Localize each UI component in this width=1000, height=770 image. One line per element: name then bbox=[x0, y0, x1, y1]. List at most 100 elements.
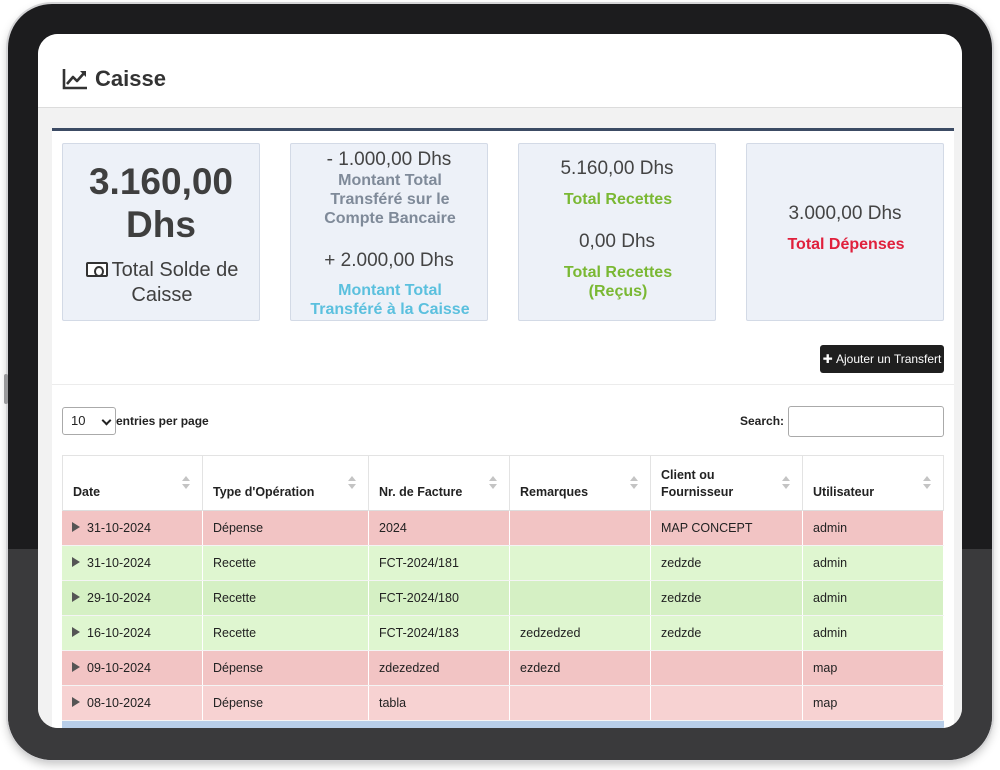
operations-table: Date Type d'Opération Nr. de Facture Rem… bbox=[62, 455, 944, 728]
column-header-client[interactable]: Client ou Fournisseur bbox=[651, 456, 803, 512]
column-label: Nr. de Facture bbox=[379, 485, 463, 499]
cell-type: Dépense bbox=[203, 686, 369, 720]
cell-user: map bbox=[803, 651, 944, 685]
stat-depenses: 3.000,00 Dhs Total Dépenses bbox=[746, 143, 944, 321]
sort-icon bbox=[348, 476, 356, 490]
expand-caret-icon[interactable] bbox=[72, 627, 80, 637]
to-cash-amount: + 2.000,00 Dhs bbox=[324, 250, 454, 271]
cell-date: 08-10-2024 bbox=[62, 686, 203, 720]
table-row[interactable]: 16-10-2024 Recette FCT-2024/183 zedzedze… bbox=[62, 616, 944, 651]
table-row[interactable]: 31-10-2024 Dépense 2024 MAP CONCEPT admi… bbox=[62, 511, 944, 546]
expand-caret-icon[interactable] bbox=[72, 557, 80, 567]
cell-facture: zdezedzed bbox=[369, 651, 510, 685]
table-row[interactable]: 09-10-2024 Dépense zdezedzed ezdezd map bbox=[62, 651, 944, 686]
table-row[interactable]: 08-10-2024 Dépense tabla map bbox=[62, 686, 944, 721]
table-row[interactable]: 29-10-2024 Recette FCT-2024/180 zedzde a… bbox=[62, 581, 944, 616]
column-label: Utilisateur bbox=[813, 485, 875, 499]
search-input[interactable] bbox=[788, 406, 944, 437]
cell-client bbox=[651, 651, 803, 685]
cell-type: Recette bbox=[203, 616, 369, 650]
column-header-facture[interactable]: Nr. de Facture bbox=[369, 456, 510, 512]
date-text: 31-10-2024 bbox=[87, 556, 151, 570]
date-text: 08-10-2024 bbox=[87, 696, 151, 710]
cell-facture: tabla bbox=[369, 686, 510, 720]
cell-facture: FCT-2024/183 bbox=[369, 616, 510, 650]
cell-remarques: ezdezd bbox=[510, 651, 651, 685]
expand-caret-icon[interactable] bbox=[72, 522, 80, 532]
cell-date: 16-10-2024 bbox=[62, 616, 203, 650]
cell-user: admin bbox=[803, 616, 944, 650]
cell-type: Recette bbox=[203, 581, 369, 615]
caisse-card: 3.160,00 Dhs Total Solde de Caisse - 1.0… bbox=[52, 128, 954, 728]
cell-date: 09-10-2024 bbox=[62, 651, 203, 685]
solde-label-wrap: Total Solde de Caisse bbox=[73, 258, 251, 308]
cell-date: 31-10-2024 bbox=[62, 511, 203, 545]
expand-caret-icon[interactable] bbox=[72, 697, 80, 707]
line-chart-icon bbox=[62, 69, 87, 90]
cell-client: zedzde bbox=[651, 546, 803, 580]
cell-facture: FCT-2024/181 bbox=[369, 546, 510, 580]
recettes-label: Total Recettes bbox=[563, 191, 673, 208]
entries-value: 10 bbox=[71, 413, 86, 428]
add-transfer-label: Ajouter un Transfert bbox=[836, 352, 942, 366]
top-bar: Caisse bbox=[38, 34, 962, 108]
expand-caret-icon[interactable] bbox=[72, 662, 80, 672]
solde-label: Total Solde de Caisse bbox=[111, 259, 239, 306]
cell-remarques bbox=[510, 686, 651, 720]
cell-user: admin bbox=[803, 511, 944, 545]
sort-icon bbox=[782, 476, 790, 490]
cell-client bbox=[651, 686, 803, 720]
column-header-remarques[interactable]: Remarques bbox=[510, 456, 651, 512]
cell-facture: 2024 bbox=[369, 511, 510, 545]
recus-label: Total Recettes (Reçus) bbox=[563, 264, 673, 300]
cell-user: admin bbox=[803, 581, 944, 615]
solde-amount: 3.160,00 Dhs bbox=[88, 161, 234, 245]
cell-type: Dépense bbox=[203, 651, 369, 685]
add-transfer-button[interactable]: ✚ Ajouter un Transfert bbox=[820, 345, 944, 373]
screen: Caisse 3.160,00 Dhs Total Solde de Caiss… bbox=[38, 34, 962, 728]
column-header-utilisateur[interactable]: Utilisateur bbox=[803, 456, 944, 512]
entries-per-page-select[interactable]: 10 bbox=[62, 407, 116, 435]
cell-type: Recette bbox=[203, 546, 369, 580]
plus-icon: ✚ bbox=[822, 352, 836, 366]
date-text: 29-10-2024 bbox=[87, 591, 151, 605]
stat-total-solde: 3.160,00 Dhs Total Solde de Caisse bbox=[62, 143, 260, 321]
depenses-amount: 3.000,00 Dhs bbox=[788, 203, 902, 224]
cell-remarques bbox=[510, 511, 651, 545]
stat-transfers: - 1.000,00 Dhs Montant Total Transféré s… bbox=[290, 143, 488, 321]
table-row-partial[interactable] bbox=[62, 721, 944, 728]
recus-amount: 0,00 Dhs bbox=[578, 231, 656, 252]
content-area: 3.160,00 Dhs Total Solde de Caisse - 1.0… bbox=[38, 108, 962, 728]
search-label: Search: bbox=[740, 414, 785, 428]
column-label: Date bbox=[73, 485, 101, 499]
cell-user: admin bbox=[803, 546, 944, 580]
cell-remarques bbox=[510, 546, 651, 580]
cell-remarques: zedzedzed bbox=[510, 616, 651, 650]
depenses-label: Total Dépenses bbox=[787, 236, 905, 253]
column-header-type[interactable]: Type d'Opération bbox=[203, 456, 369, 512]
cell-client: zedzde bbox=[651, 581, 803, 615]
table-header: Date Type d'Opération Nr. de Facture Rem… bbox=[62, 455, 944, 512]
expand-caret-icon[interactable] bbox=[72, 592, 80, 602]
cell-remarques bbox=[510, 581, 651, 615]
column-label: Type d'Opération bbox=[213, 485, 315, 499]
money-bill-icon bbox=[85, 262, 108, 277]
to-bank-label: Montant Total Transféré sur le Compte Ba… bbox=[324, 172, 456, 227]
date-text: 09-10-2024 bbox=[87, 661, 151, 675]
date-text: 16-10-2024 bbox=[87, 626, 151, 640]
column-header-date[interactable]: Date bbox=[62, 456, 203, 512]
column-label: Remarques bbox=[520, 485, 589, 499]
table-row[interactable]: 31-10-2024 Recette FCT-2024/181 zedzde a… bbox=[62, 546, 944, 581]
sort-icon bbox=[630, 476, 638, 490]
cell-client: zedzde bbox=[651, 616, 803, 650]
divider bbox=[52, 384, 954, 385]
page-title: Caisse bbox=[95, 66, 166, 91]
to-cash-label: Montant Total Transféré à la Caisse bbox=[310, 282, 470, 318]
sort-icon bbox=[489, 476, 497, 490]
cell-date: 31-10-2024 bbox=[62, 546, 203, 580]
recettes-amount: 5.160,00 Dhs bbox=[560, 158, 674, 179]
cell-type: Dépense bbox=[203, 511, 369, 545]
entries-per-page-label: entries per page bbox=[116, 414, 209, 428]
cell-date: 29-10-2024 bbox=[62, 581, 203, 615]
stat-recettes: 5.160,00 Dhs Total Recettes 0,00 Dhs Tot… bbox=[518, 143, 716, 321]
